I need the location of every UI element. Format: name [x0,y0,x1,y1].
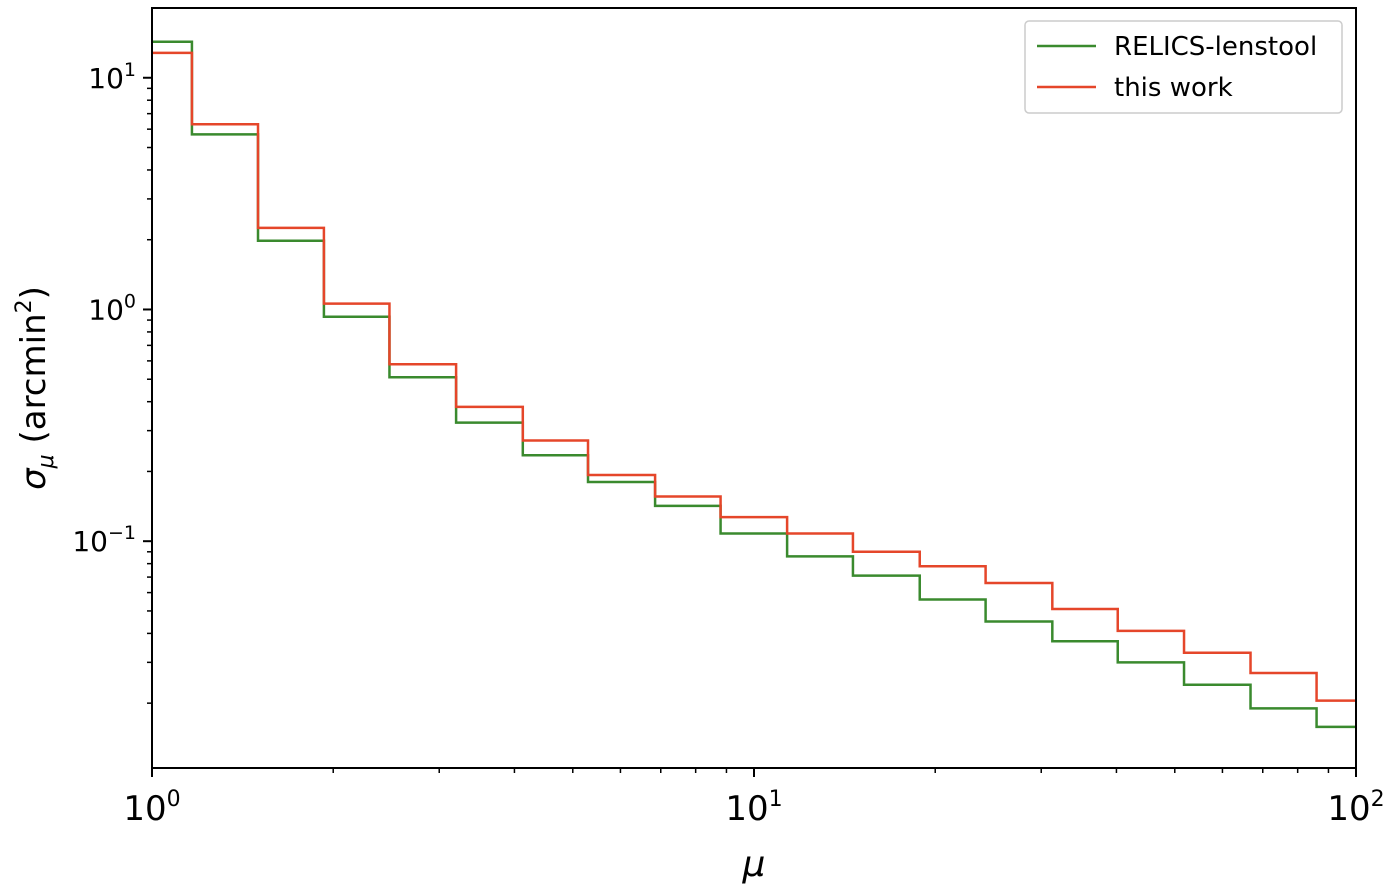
series-lines [152,40,1356,729]
x-axis-label: μ [742,844,766,885]
y-axis-label-symbol: σ [14,467,54,490]
x-tick-label: 102 [1327,787,1384,829]
major-ticks [143,76,1357,777]
y-axis-label-subscript: μ [34,454,59,469]
legend: RELICS-lenstool this work [1024,20,1343,114]
x-tick-label: 101 [725,787,782,829]
minor-ticks [147,87,1330,773]
legend-box [1024,20,1343,114]
y-axis-label-close: ) [14,286,54,299]
series-relics-lenstool [152,40,1356,729]
tick-labels: 100 101 102 10−1 100 101 [72,59,1384,829]
series-this-work [152,51,1356,702]
y-axis-label: σμ (arcmin2) [12,286,59,490]
y-tick-label: 101 [88,59,136,95]
plot-frame [151,7,1357,769]
y-axis-label-unit: (arcmin [14,313,54,454]
x-tick-label: 100 [123,787,180,829]
legend-label-relics-lenstool: RELICS-lenstool [1114,32,1317,62]
y-tick-label: 100 [88,290,136,326]
y-tick-label: 10−1 [72,522,136,558]
legend-label-this-work: this work [1114,73,1233,103]
y-axis-label-superscript: 2 [12,299,37,313]
